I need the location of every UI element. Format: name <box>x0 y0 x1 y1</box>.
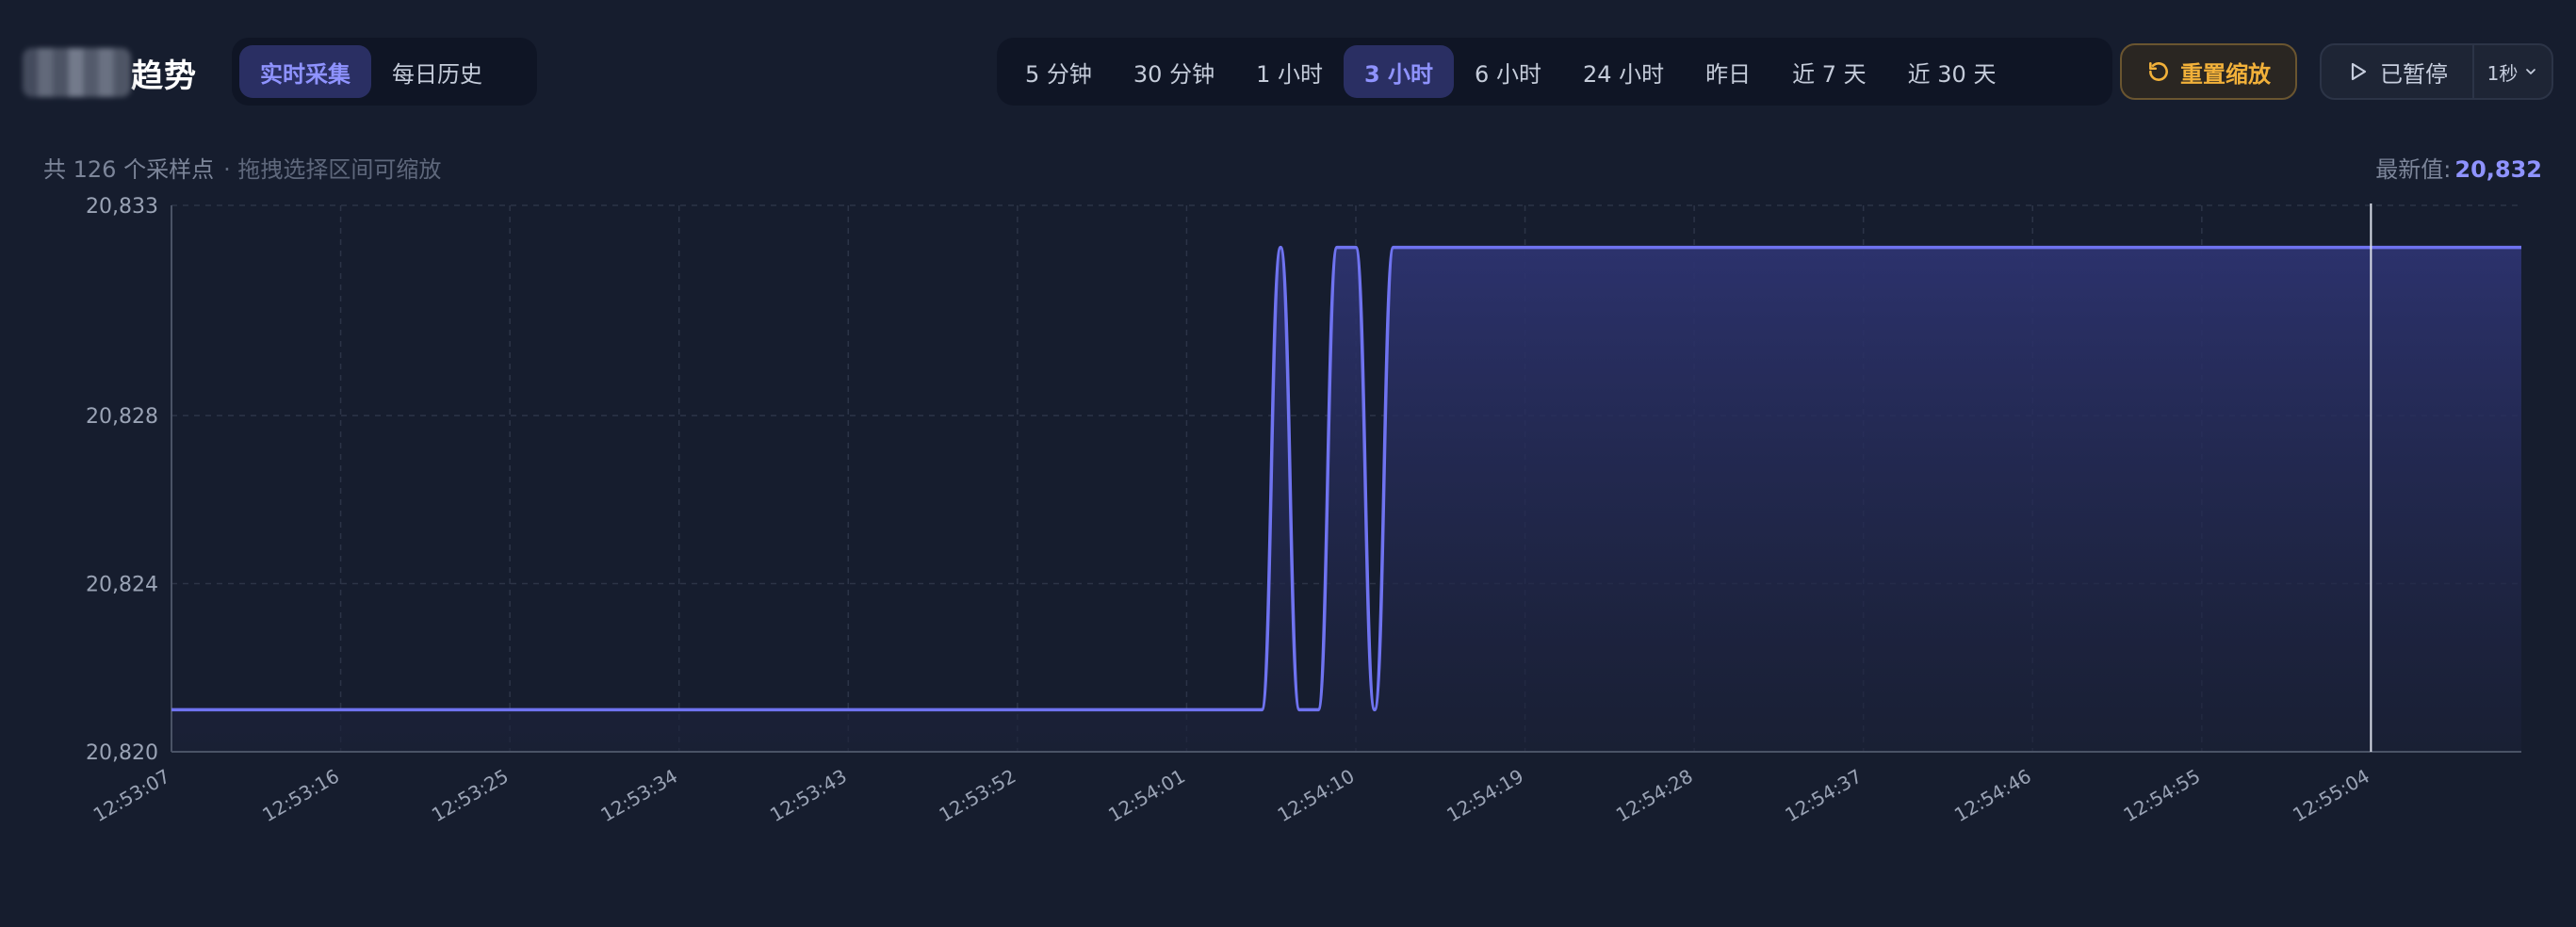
x-tick-label: 12:54:01 <box>1104 765 1189 827</box>
x-tick-label: 12:53:52 <box>936 765 1020 827</box>
sample-count: 共 126 个采样点 <box>43 156 215 183</box>
y-tick-label: 20,833 <box>86 195 158 219</box>
range-yesterday-button[interactable]: 昨日 <box>1705 60 1752 88</box>
latest-value-label: 最新值: <box>2375 156 2452 183</box>
pause-status-label: 已暂停 <box>2380 60 2448 88</box>
x-tick-label: 12:54:46 <box>1950 765 2035 827</box>
mode-realtime-button[interactable]: 实时采集 <box>239 45 371 98</box>
play-icon <box>2351 62 2367 81</box>
x-tick-label: 12:54:55 <box>2120 765 2205 827</box>
x-tick-label: 12:53:25 <box>428 765 513 827</box>
drag-zoom-hint: · 拖拽选择区间可缩放 <box>223 156 442 183</box>
range-5min-button[interactable]: 5 分钟 <box>1025 60 1092 88</box>
x-tick-label: 12:53:34 <box>596 765 681 827</box>
y-tick-label: 20,828 <box>86 405 158 429</box>
chevron-down-icon <box>2526 69 2536 74</box>
x-tick-label: 12:53:43 <box>766 765 851 827</box>
reset-zoom-label: 重置缩放 <box>2180 60 2271 88</box>
time-range-selector: 5 分钟 30 分钟 1 小时 3 小时 6 小时 24 小时 昨日 近 7 天… <box>997 38 2112 106</box>
x-tick-label: 12:54:28 <box>1612 765 1697 827</box>
y-tick-label: 20,824 <box>86 574 158 597</box>
x-tick-label: 12:53:16 <box>258 765 343 827</box>
title-suffix: 趋势 <box>131 57 197 95</box>
series-area <box>171 247 2521 753</box>
range-24h-button[interactable]: 24 小时 <box>1582 60 1665 88</box>
interval-value: 1秒 <box>2486 61 2519 85</box>
reset-zoom-button[interactable]: 重置缩放 <box>2120 43 2297 100</box>
refresh-interval-select[interactable]: 1秒 <box>2474 45 2552 98</box>
x-tick-label: 12:55:04 <box>2289 765 2373 827</box>
chart-axes <box>171 205 2521 753</box>
range-30d-button[interactable]: 近 30 天 <box>1907 60 1997 88</box>
range-1h-button[interactable]: 1 小时 <box>1256 60 1323 88</box>
x-tick-label: 12:54:19 <box>1443 765 1527 827</box>
panel-title: 趋势 <box>23 47 197 98</box>
range-3h-button[interactable]: 3 小时 <box>1343 45 1455 98</box>
x-tick-label: 12:54:10 <box>1274 765 1359 827</box>
chart-line-layer <box>171 245 2521 712</box>
play-pause-button[interactable]: 已暂停 <box>2322 45 2474 98</box>
y-tick-label: 20,820 <box>86 741 158 765</box>
series-line <box>171 245 2521 712</box>
x-tick-label: 12:53:07 <box>90 765 174 827</box>
range-30min-button[interactable]: 30 分钟 <box>1133 60 1215 88</box>
chart-area-layer <box>171 247 2521 753</box>
range-7d-button[interactable]: 近 7 天 <box>1792 60 1867 88</box>
latest-value: 20,832 <box>2454 156 2542 183</box>
mode-daily-history-button[interactable]: 每日历史 <box>392 60 482 88</box>
playback-controls: 已暂停 1秒 <box>2320 43 2553 100</box>
reset-icon <box>2149 62 2168 81</box>
mode-toggle: 实时采集 每日历史 <box>232 38 537 106</box>
sample-info: 共 126 个采样点 · 拖拽选择区间可缩放 <box>43 151 441 184</box>
latest-value-display: 最新值: 20,832 <box>2375 151 2542 184</box>
redacted-title-image <box>23 48 131 97</box>
x-tick-label: 12:54:37 <box>1781 765 1866 827</box>
range-6h-button[interactable]: 6 小时 <box>1475 60 1541 88</box>
